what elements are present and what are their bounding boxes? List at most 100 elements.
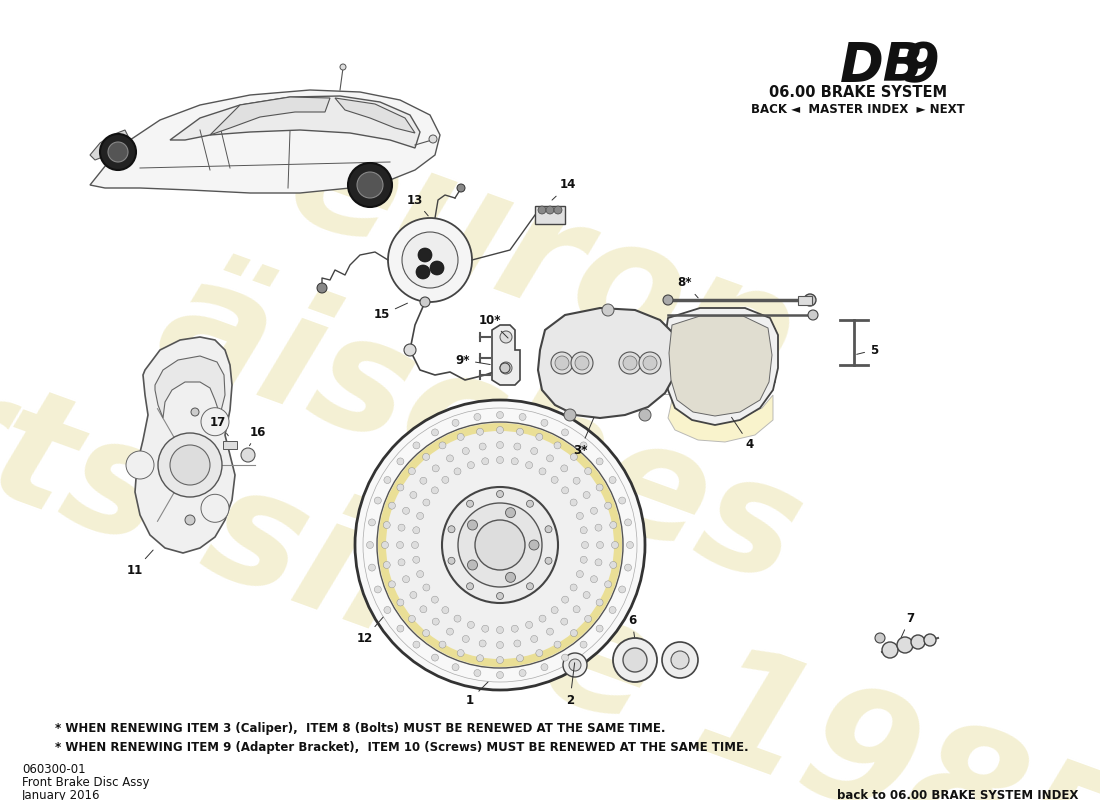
Circle shape bbox=[874, 633, 886, 643]
Circle shape bbox=[561, 429, 569, 436]
Circle shape bbox=[383, 522, 390, 529]
Circle shape bbox=[536, 650, 542, 657]
Text: 13: 13 bbox=[407, 194, 428, 216]
Circle shape bbox=[418, 248, 432, 262]
Text: DB: DB bbox=[840, 40, 924, 92]
Circle shape bbox=[569, 659, 581, 671]
Circle shape bbox=[514, 640, 521, 647]
Circle shape bbox=[468, 462, 474, 469]
Text: Front Brake Disc Assy: Front Brake Disc Assy bbox=[22, 776, 150, 789]
Wedge shape bbox=[378, 423, 622, 667]
Circle shape bbox=[517, 654, 524, 662]
Circle shape bbox=[476, 654, 484, 662]
Circle shape bbox=[454, 468, 461, 475]
Circle shape bbox=[170, 445, 210, 485]
Polygon shape bbox=[155, 356, 226, 418]
Circle shape bbox=[366, 542, 374, 549]
Text: 6: 6 bbox=[628, 614, 636, 638]
Circle shape bbox=[383, 562, 390, 569]
Circle shape bbox=[583, 591, 590, 598]
Circle shape bbox=[454, 615, 461, 622]
Circle shape bbox=[448, 526, 455, 533]
Circle shape bbox=[416, 265, 430, 279]
Circle shape bbox=[625, 564, 631, 571]
Text: 9: 9 bbox=[903, 40, 939, 92]
Circle shape bbox=[619, 352, 641, 374]
Circle shape bbox=[442, 487, 558, 603]
Text: back to 06.00 BRAKE SYSTEM INDEX: back to 06.00 BRAKE SYSTEM INDEX bbox=[837, 789, 1078, 800]
Circle shape bbox=[374, 497, 382, 504]
Circle shape bbox=[609, 562, 617, 569]
Circle shape bbox=[547, 455, 553, 462]
Circle shape bbox=[241, 448, 255, 462]
Circle shape bbox=[602, 304, 614, 316]
Circle shape bbox=[596, 458, 603, 465]
Circle shape bbox=[100, 134, 136, 170]
Circle shape bbox=[422, 454, 430, 461]
Circle shape bbox=[808, 310, 818, 320]
Polygon shape bbox=[666, 308, 778, 425]
Circle shape bbox=[573, 478, 580, 484]
Circle shape bbox=[527, 582, 534, 590]
Circle shape bbox=[201, 408, 229, 436]
Circle shape bbox=[420, 297, 430, 307]
Circle shape bbox=[397, 458, 404, 465]
Circle shape bbox=[582, 542, 588, 549]
Circle shape bbox=[468, 560, 477, 570]
Circle shape bbox=[403, 576, 409, 582]
Text: 11: 11 bbox=[126, 550, 153, 577]
Circle shape bbox=[576, 570, 583, 578]
Circle shape bbox=[384, 606, 390, 614]
Circle shape bbox=[554, 442, 561, 449]
Circle shape bbox=[458, 503, 542, 587]
Circle shape bbox=[595, 524, 602, 531]
Circle shape bbox=[526, 462, 532, 469]
Bar bbox=[798, 295, 812, 305]
Circle shape bbox=[556, 356, 569, 370]
Circle shape bbox=[480, 443, 486, 450]
Circle shape bbox=[422, 630, 430, 637]
Circle shape bbox=[596, 625, 603, 632]
Circle shape bbox=[412, 442, 420, 449]
Circle shape bbox=[571, 352, 593, 374]
Circle shape bbox=[570, 499, 578, 506]
Circle shape bbox=[398, 559, 405, 566]
Circle shape bbox=[605, 502, 612, 509]
Circle shape bbox=[561, 465, 568, 472]
Circle shape bbox=[429, 135, 437, 143]
Circle shape bbox=[500, 363, 510, 373]
Circle shape bbox=[456, 184, 465, 192]
Text: BACK ◄  MASTER INDEX  ► NEXT: BACK ◄ MASTER INDEX ► NEXT bbox=[751, 103, 965, 116]
Circle shape bbox=[595, 559, 602, 566]
Circle shape bbox=[519, 670, 526, 677]
Polygon shape bbox=[538, 308, 678, 418]
Circle shape bbox=[388, 502, 395, 509]
Circle shape bbox=[671, 651, 689, 669]
Circle shape bbox=[575, 356, 589, 370]
Circle shape bbox=[538, 206, 546, 214]
Circle shape bbox=[368, 564, 375, 571]
Circle shape bbox=[482, 626, 488, 632]
Circle shape bbox=[430, 261, 444, 275]
Circle shape bbox=[411, 542, 418, 549]
Circle shape bbox=[500, 362, 512, 374]
Circle shape bbox=[496, 411, 504, 418]
Circle shape bbox=[496, 671, 504, 678]
Text: January 2016: January 2016 bbox=[22, 789, 100, 800]
Circle shape bbox=[431, 654, 439, 661]
Circle shape bbox=[439, 641, 446, 648]
Text: 2: 2 bbox=[565, 662, 574, 706]
Text: 8*: 8* bbox=[678, 277, 698, 298]
Circle shape bbox=[382, 542, 388, 549]
Circle shape bbox=[452, 419, 459, 426]
Circle shape bbox=[639, 352, 661, 374]
Circle shape bbox=[584, 615, 592, 622]
Circle shape bbox=[398, 524, 405, 531]
Circle shape bbox=[462, 635, 470, 642]
Circle shape bbox=[496, 442, 504, 449]
Circle shape bbox=[580, 641, 587, 648]
Circle shape bbox=[448, 558, 455, 564]
Circle shape bbox=[340, 64, 346, 70]
Circle shape bbox=[420, 478, 427, 484]
Circle shape bbox=[623, 356, 637, 370]
